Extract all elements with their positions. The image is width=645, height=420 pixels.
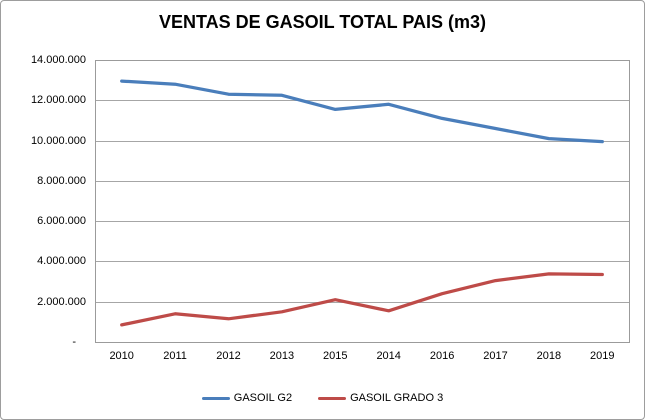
legend: GASOIL G2 GASOIL GRADO 3 <box>1 391 644 405</box>
x-axis-tick-label: 2015 <box>323 350 348 362</box>
x-axis-tick-label: 2012 <box>216 350 241 362</box>
y-axis-tick-label: 4.000.000 <box>37 255 86 268</box>
legend-label: GASOIL GRADO 3 <box>350 392 444 404</box>
chart-title: VENTAS DE GASOIL TOTAL PAIS (m3) <box>158 12 487 32</box>
y-axis-tick-label: 6.000.000 <box>37 215 86 228</box>
x-axis-tick-label: 2019 <box>590 350 615 362</box>
y-axis-tick-label: 8.000.000 <box>37 174 86 187</box>
y-axis-tick-label: 2.000.000 <box>37 295 86 308</box>
legend-item: GASOIL GRADO 3 <box>318 391 443 405</box>
x-axis-tick-label: 2014 <box>376 350 401 362</box>
legend-label: GASOIL G2 <box>233 392 293 404</box>
y-axis-tick-label: 12.000.000 <box>30 94 86 107</box>
x-axis-tick-label: 2016 <box>429 350 455 362</box>
legend-line-swatch <box>201 396 230 400</box>
x-axis-tick-label: 2011 <box>163 350 187 362</box>
x-axis-tick-label: 2010 <box>109 350 134 362</box>
legend-item: GASOIL G2 <box>201 391 293 405</box>
y-axis-tick-label: - <box>72 336 76 348</box>
series-line-gasoil-grado-3 <box>120 272 604 327</box>
series-line-gasoil-g2 <box>120 79 604 144</box>
legend-line-swatch <box>318 396 347 400</box>
x-axis-tick-label: 2013 <box>269 350 295 362</box>
y-axis-tick-label: 10.000.000 <box>30 134 86 147</box>
x-axis-tick-label: 2018 <box>536 350 562 362</box>
plot-border <box>95 60 630 343</box>
y-axis-tick-label: 14.000.000 <box>30 54 86 66</box>
x-axis-tick-label: 2017 <box>483 350 508 362</box>
